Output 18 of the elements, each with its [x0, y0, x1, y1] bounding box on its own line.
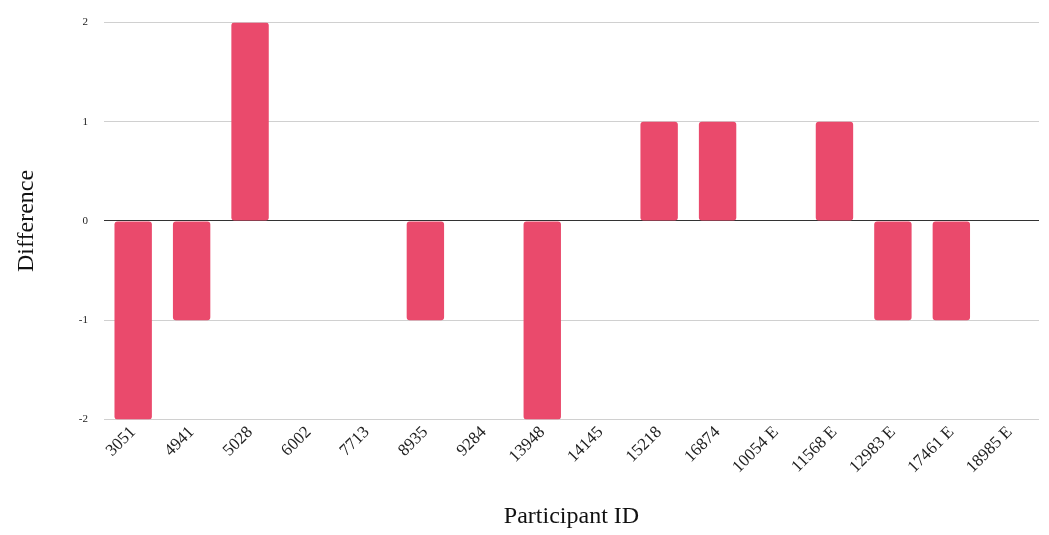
bar	[815, 121, 854, 221]
bar	[640, 121, 678, 221]
bar	[114, 221, 152, 420]
y-tick-label: 0	[82, 213, 89, 226]
bar	[231, 22, 269, 221]
y-tick-label: -1	[78, 313, 88, 326]
x-axis-title: Participant ID	[503, 501, 640, 528]
x-tick-label: 4941	[160, 422, 198, 460]
bar	[523, 221, 561, 420]
y-axis-title: Difference	[11, 169, 38, 273]
y-tick-label: -2	[78, 412, 88, 425]
bar	[172, 221, 211, 321]
y-tick-label: 2	[82, 15, 88, 28]
bar	[932, 221, 971, 321]
y-tick-label: 1	[82, 114, 88, 127]
bar	[698, 121, 737, 221]
bar	[874, 221, 912, 321]
bar	[406, 221, 445, 321]
